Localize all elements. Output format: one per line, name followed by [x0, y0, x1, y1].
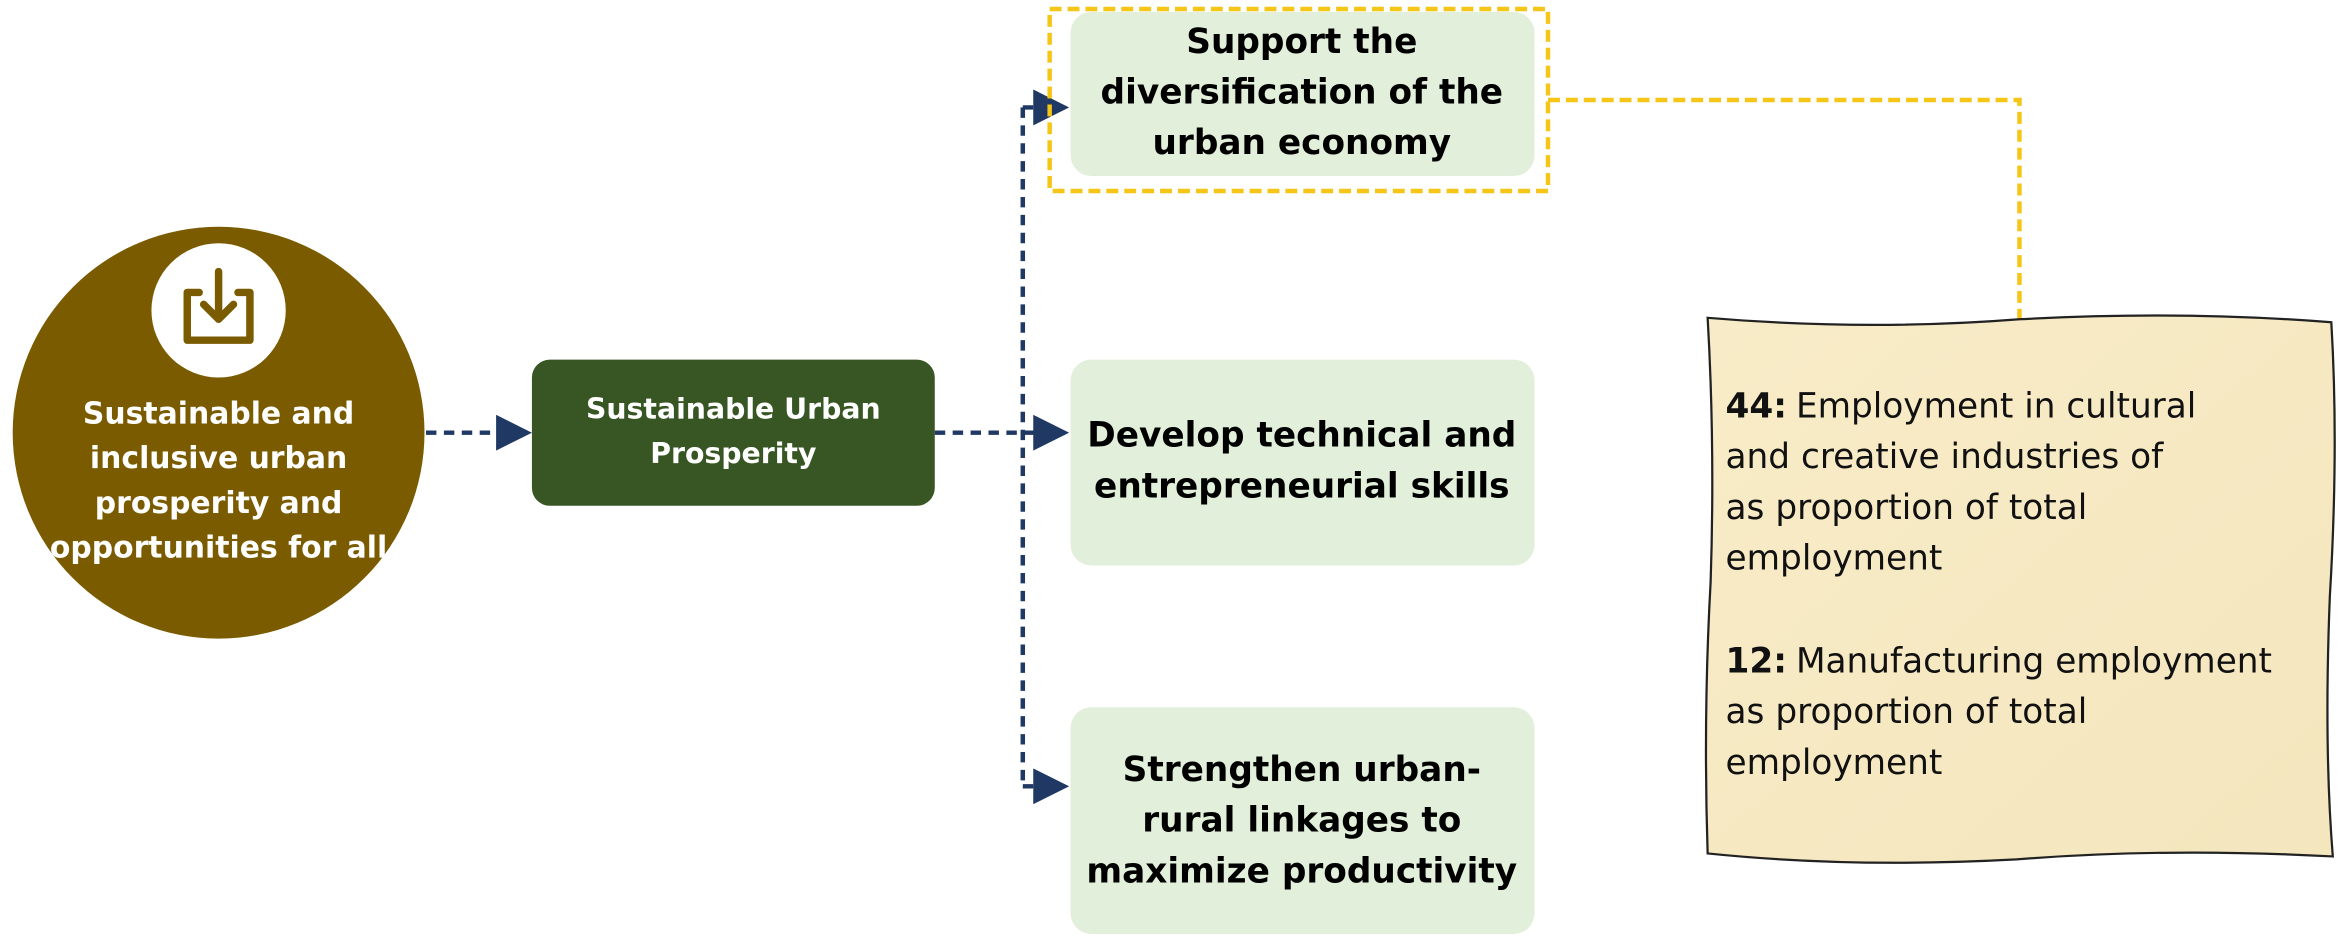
download-icon	[183, 267, 254, 344]
note-line: as proportion of total	[1726, 487, 2088, 527]
branch-label: rural linkages to	[1142, 801, 1461, 841]
hub-box	[531, 359, 935, 506]
branch-label: Develop technical and	[1087, 416, 1516, 456]
branch-box	[1070, 11, 1535, 177]
root-label: prosperity and	[95, 486, 343, 521]
root-label: Sustainable and	[83, 396, 354, 431]
branch-label: entrepreneurial skills	[1094, 466, 1509, 506]
note-line: 44: Employment in cultural	[1726, 386, 2197, 426]
note-text: employment	[1726, 742, 1943, 782]
note-code: 12:	[1726, 641, 1787, 681]
branch-box	[1070, 707, 1535, 935]
callout-line	[1547, 97, 2022, 321]
note-line: 12: Manufacturing employment	[1726, 641, 2272, 681]
note-text: and creative industries of	[1726, 437, 2165, 477]
root-label: opportunities for all	[50, 531, 387, 566]
branch-label: Strengthen urban-	[1123, 750, 1481, 790]
note-text: as proportion of total	[1726, 487, 2088, 527]
note-paper	[1704, 314, 2336, 864]
note-line: and creative industries of	[1726, 437, 2165, 477]
root-circle	[12, 226, 425, 639]
note-line: employment	[1726, 538, 1943, 578]
note-line: as proportion of total	[1726, 692, 2088, 732]
branch-box	[1070, 359, 1535, 566]
note-text: Employment in cultural	[1796, 386, 2196, 426]
hub-label: Sustainable Urban	[586, 392, 881, 425]
branch-label: Support the	[1186, 22, 1417, 62]
root-label: inclusive urban	[90, 441, 347, 476]
hub-label: Prosperity	[650, 437, 816, 470]
connectors	[425, 89, 1070, 805]
branch-label: diversification of the	[1101, 72, 1503, 112]
note-line: employment	[1726, 742, 1943, 782]
branch-label: maximize productivity	[1086, 851, 1517, 891]
note-text: employment	[1726, 538, 1943, 578]
note-code: 44:	[1726, 386, 1787, 426]
branch-label: urban economy	[1153, 123, 1452, 163]
note-text: as proportion of total	[1726, 692, 2088, 732]
note-text: Manufacturing employment	[1796, 641, 2272, 681]
